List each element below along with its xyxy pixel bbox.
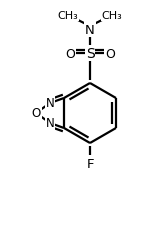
Text: O: O — [65, 47, 75, 60]
Text: CH₃: CH₃ — [58, 11, 78, 21]
Text: N: N — [46, 97, 54, 110]
Text: F: F — [86, 157, 94, 170]
Text: CH₃: CH₃ — [102, 11, 122, 21]
Text: S: S — [86, 47, 94, 61]
Text: N: N — [85, 23, 95, 36]
Text: O: O — [31, 107, 41, 120]
Text: N: N — [46, 117, 54, 130]
Text: O: O — [105, 47, 115, 60]
